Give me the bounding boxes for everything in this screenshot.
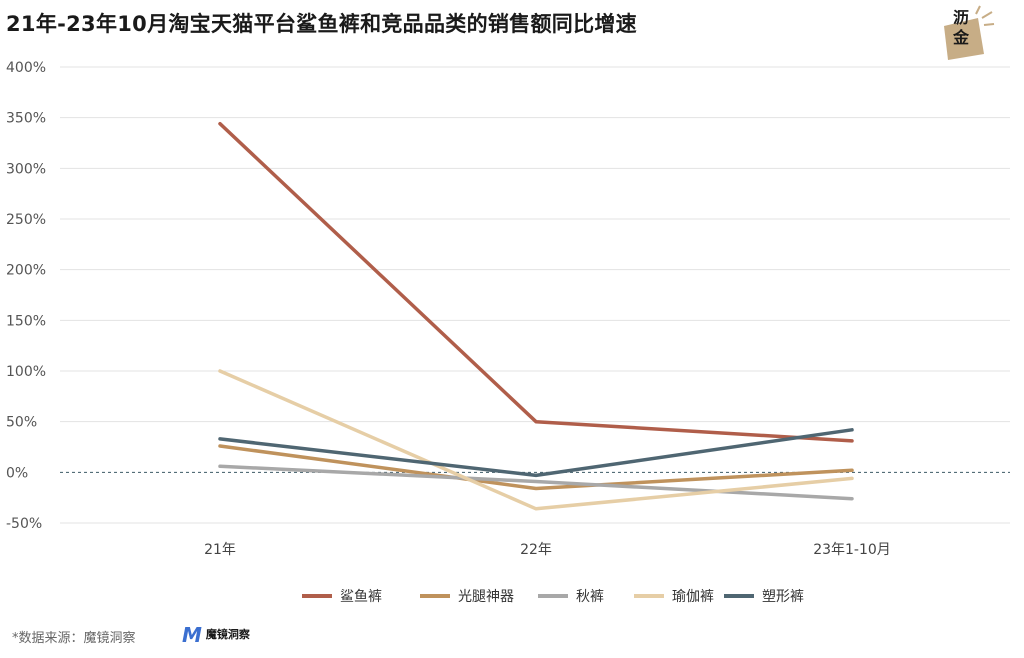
- logo-text-top: 沥: [952, 8, 969, 27]
- x-tick-label: 23年1-10月: [813, 542, 891, 558]
- y-tick-label: -50%: [6, 516, 42, 532]
- x-axis-tick-labels: 21年 22年 23年1-10月: [204, 542, 891, 558]
- y-tick-label: 150%: [6, 313, 46, 329]
- y-tick-label: 0%: [6, 465, 28, 481]
- y-axis-tick-labels: 400% 350% 300% 250% 200% 150% 100% 50% 0% -50%: [6, 60, 46, 532]
- source-brand-logo: M 魔镜洞察: [182, 622, 250, 648]
- legend-label: 秋裤: [576, 589, 604, 605]
- series-line: [218, 444, 854, 491]
- brand-logo: 沥 金: [938, 4, 1000, 66]
- legend: 鲨鱼裤 光腿神器 秋裤 瑜伽裤 塑形裤: [302, 588, 804, 605]
- logo-text-bottom: 金: [952, 28, 969, 47]
- series-line: [218, 369, 854, 511]
- legend-label: 光腿神器: [458, 589, 514, 605]
- y-tick-label: 200%: [6, 263, 46, 279]
- y-tick-label: 300%: [6, 161, 46, 177]
- y-tick-label: 100%: [6, 364, 46, 380]
- series-line: [218, 464, 854, 501]
- series-line: [218, 121, 854, 443]
- y-tick-label: 350%: [6, 111, 46, 127]
- logo-badge-icon: [944, 5, 995, 60]
- x-tick-label: 21年: [204, 542, 236, 558]
- series-line: [218, 428, 854, 478]
- data-source-note: *数据来源：魔镜洞察: [12, 631, 136, 646]
- y-tick-label: 50%: [6, 415, 37, 431]
- x-tick-label: 22年: [520, 542, 552, 558]
- y-tick-label: 400%: [6, 60, 46, 76]
- series-lines: [218, 121, 854, 511]
- legend-label: 鲨鱼裤: [340, 588, 382, 605]
- y-tick-label: 250%: [6, 212, 46, 228]
- grid-lines: [60, 66, 1010, 524]
- brand-name: 魔镜洞察: [205, 628, 250, 641]
- legend-label: 塑形裤: [762, 589, 804, 605]
- brand-mark-icon: M: [182, 623, 202, 647]
- chart-title: 21年-23年10月淘宝天猫平台鲨鱼裤和竞品品类的销售额同比增速: [6, 12, 637, 36]
- logo-text: 沥 金: [938, 4, 984, 48]
- legend-label: 瑜伽裤: [672, 589, 714, 605]
